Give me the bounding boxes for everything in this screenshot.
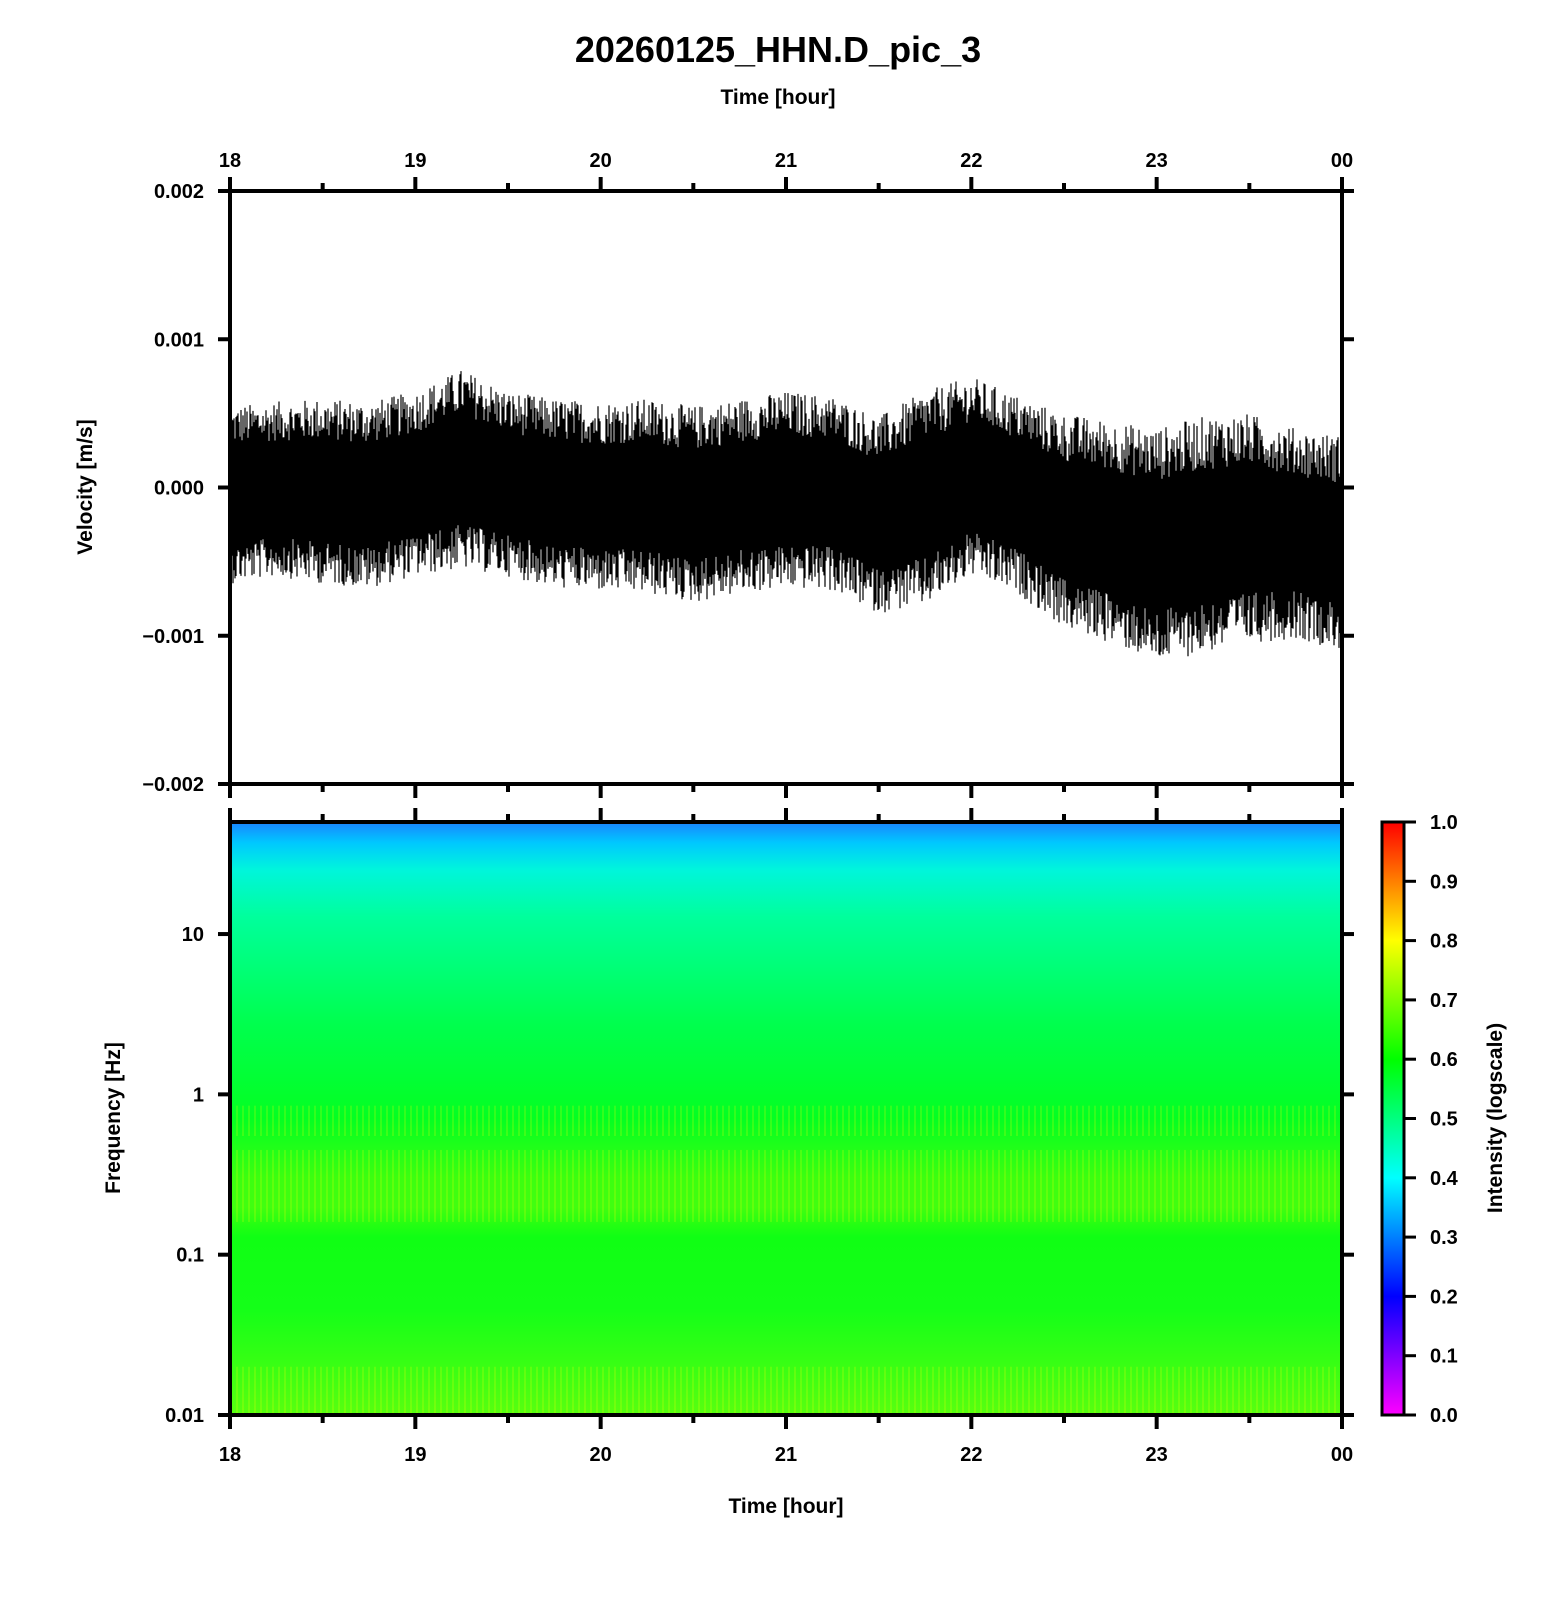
- spectrogram-y-axis-title: Frequency [Hz]: [102, 1042, 125, 1194]
- colorbar-tick-label: 0.0: [1430, 1405, 1458, 1427]
- spectrogram-band: [230, 1366, 1342, 1415]
- waveform-axes: 18 19 20 21 22 23 00 0.002 0.001 0.000 −0.001 −0.00…: [142, 150, 1354, 798]
- bottom-x-tick-label: 22: [960, 1444, 982, 1466]
- waveform-y-tick-label: −0.001: [142, 626, 204, 648]
- bottom-x-tick-label: 19: [404, 1444, 426, 1466]
- bottom-x-tick-label: 00: [1331, 1444, 1353, 1466]
- top-x-axis-title: Time [hour]: [720, 86, 835, 109]
- top-x-tick-label: 23: [1146, 150, 1168, 172]
- top-x-tick-label: 00: [1331, 150, 1353, 172]
- spectrogram-y-tick-label: 0.1: [176, 1245, 204, 1267]
- spectrogram-band: [230, 1149, 1342, 1179]
- colorbar: 1.0 0.9 0.8 0.7 0.6 0.5 0.4 0.3 0.2 0.1 0.0 Intens…: [1380, 812, 1507, 1427]
- colorbar-tick-label: 0.1: [1430, 1346, 1458, 1368]
- colorbar-tick-label: 0.5: [1430, 1109, 1458, 1131]
- colorbar-tick-label: 1.0: [1430, 812, 1458, 834]
- bottom-x-tick-label: 23: [1146, 1444, 1168, 1466]
- waveform-y-tick-label: 0.001: [154, 329, 204, 351]
- colorbar-tick-label: 0.2: [1430, 1286, 1458, 1308]
- figure-title: 20260125_HHN.D_pic_3: [575, 29, 981, 70]
- colorbar-title: Intensity (logscale): [1484, 1023, 1507, 1213]
- top-x-tick-label: 19: [404, 150, 426, 172]
- colorbar-tick-label: 0.8: [1430, 931, 1458, 953]
- waveform-y-axis-title: Velocity [m/s]: [74, 419, 97, 554]
- waveform-panel: 18 19 20 21 22 23 00 0.002 0.001 0.000 −0.001 −0.00…: [74, 150, 1354, 798]
- bottom-x-axis-title: Time [hour]: [728, 1495, 843, 1518]
- top-x-tick-label: 18: [219, 150, 241, 172]
- top-x-tick-label: 22: [960, 150, 982, 172]
- colorbar-tick-label: 0.6: [1430, 1049, 1458, 1071]
- spectrogram-y-tick-label: 1: [193, 1084, 204, 1106]
- waveform-trace: [231, 371, 1341, 657]
- bottom-x-tick-label: 21: [775, 1444, 797, 1466]
- colorbar-tick-label: 0.7: [1430, 990, 1458, 1012]
- spectrogram-bands: [230, 1105, 1342, 1415]
- spectrogram-y-tick-label: 0.01: [165, 1405, 204, 1427]
- bottom-x-tick-label: 20: [590, 1444, 612, 1466]
- bottom-x-tick-label: 18: [219, 1444, 241, 1466]
- spectrogram-band: [230, 1105, 1342, 1136]
- spectrogram-axes: 18 19 20 21 22 23 00 10 1 0.1 0.01: [165, 808, 1354, 1466]
- waveform-line: [231, 371, 1341, 657]
- spectrogram-y-tick-label: 10: [182, 924, 204, 946]
- spectrogram-band: [230, 1178, 1342, 1222]
- waveform-y-tick-label: 0.002: [154, 181, 204, 203]
- colorbar-tick-label: 0.4: [1430, 1168, 1459, 1190]
- waveform-y-tick-label: −0.002: [142, 774, 204, 796]
- colorbar-tick-label: 0.9: [1430, 871, 1458, 893]
- top-x-tick-label: 21: [775, 150, 797, 172]
- colorbar-axes: 1.0 0.9 0.8 0.7 0.6 0.5 0.4 0.3 0.2 0.1 0.0: [1404, 812, 1459, 1427]
- waveform-y-tick-label: 0.000: [154, 478, 204, 500]
- colorbar-gradient: [1380, 820, 1406, 1417]
- top-x-tick-label: 20: [590, 150, 612, 172]
- colorbar-tick-label: 0.3: [1430, 1227, 1458, 1249]
